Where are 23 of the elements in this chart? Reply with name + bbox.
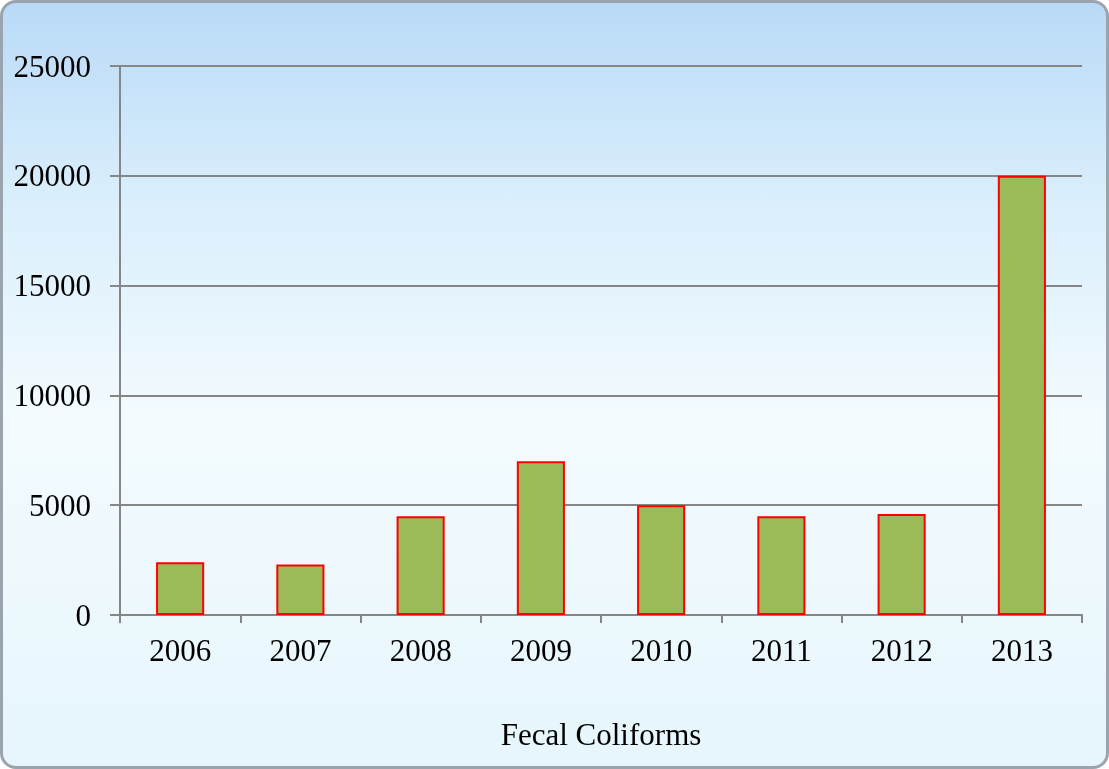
bar bbox=[877, 513, 926, 615]
bar bbox=[997, 175, 1046, 615]
bar bbox=[156, 562, 205, 615]
bar bbox=[516, 461, 565, 615]
bar bbox=[757, 516, 806, 615]
x-tick-label: 2007 bbox=[269, 633, 332, 668]
x-axis-title: Fecal Coliforms bbox=[500, 717, 702, 752]
x-tick-label: 2008 bbox=[389, 633, 452, 668]
y-tick-label: 5000 bbox=[29, 487, 91, 523]
bar bbox=[637, 505, 686, 615]
x-tick-label: 2013 bbox=[990, 633, 1053, 668]
y-tick-label: 0 bbox=[75, 597, 91, 633]
bar bbox=[396, 516, 445, 615]
x-tick-label: 2011 bbox=[750, 633, 812, 668]
x-tick-label: 2009 bbox=[509, 633, 572, 668]
y-tick-label: 10000 bbox=[13, 377, 91, 413]
y-tick-label: 25000 bbox=[13, 48, 91, 84]
bar bbox=[276, 564, 325, 615]
x-tick-label: 2006 bbox=[149, 633, 212, 668]
y-tick-label: 20000 bbox=[13, 158, 91, 194]
x-tick-label: 2012 bbox=[870, 633, 933, 668]
y-tick-label: 15000 bbox=[13, 268, 91, 304]
x-tick-label: 2010 bbox=[630, 633, 693, 668]
